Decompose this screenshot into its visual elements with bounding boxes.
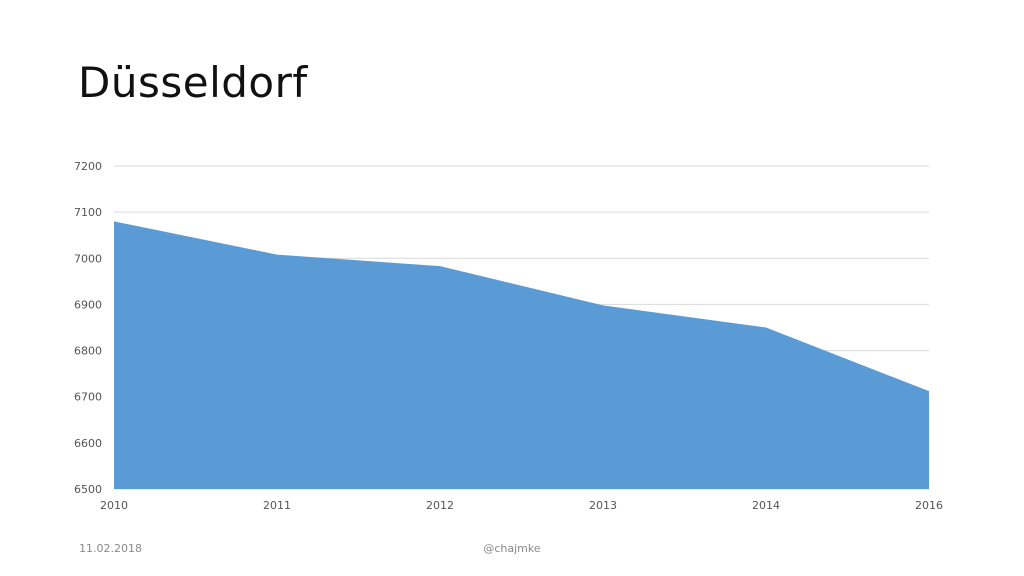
y-tick-label: 6800: [74, 345, 102, 358]
chart-area-series: [114, 221, 929, 489]
x-tick-label: 2013: [589, 499, 617, 512]
x-tick-label: 2016: [915, 499, 943, 512]
x-tick-label: 2014: [752, 499, 780, 512]
footer-handle: @chajmke: [483, 542, 541, 555]
y-tick-label: 6500: [74, 483, 102, 496]
x-tick-label: 2010: [100, 499, 128, 512]
footer-date: 11.02.2018: [79, 542, 142, 555]
y-axis-tick-labels: 7200 7100 7000 6900 6800 6700 6600 6500: [74, 160, 102, 496]
y-tick-label: 7000: [74, 252, 102, 265]
x-axis-tick-labels: 2010 2011 2012 2013 2014 2016: [100, 499, 943, 512]
x-tick-label: 2012: [426, 499, 454, 512]
y-tick-label: 6600: [74, 437, 102, 450]
area-series: [114, 221, 929, 489]
y-tick-label: 7200: [74, 160, 102, 173]
y-tick-label: 6900: [74, 298, 102, 311]
slide-title: Düsseldorf: [78, 58, 308, 107]
y-tick-label: 7100: [74, 206, 102, 219]
y-tick-label: 6700: [74, 391, 102, 404]
x-tick-label: 2011: [263, 499, 291, 512]
